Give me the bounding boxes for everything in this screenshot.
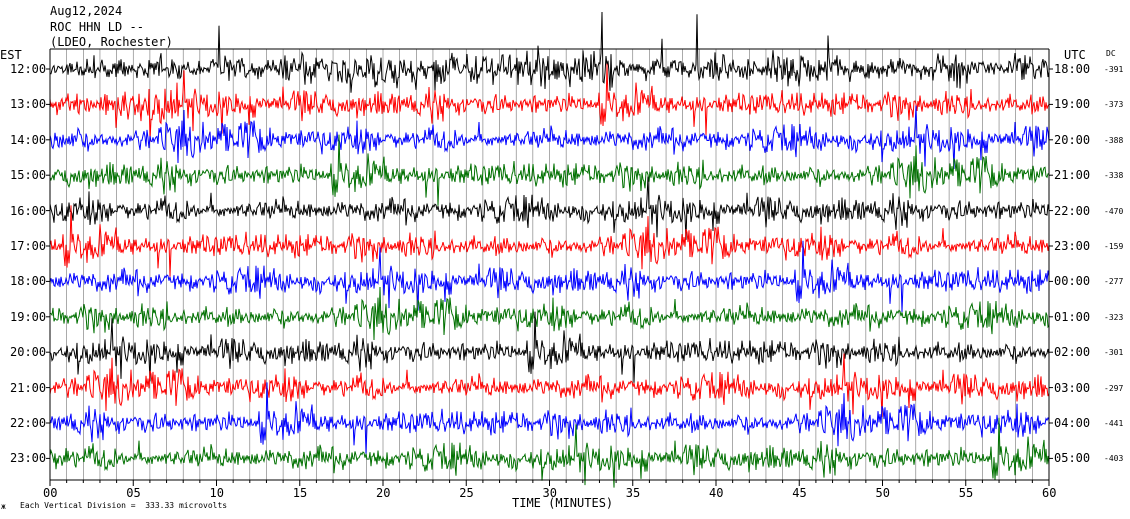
utc-hour-label: 22:00 <box>1054 203 1091 218</box>
utc-hour-label: 00:00 <box>1054 274 1091 289</box>
plot-frame <box>46 48 1053 486</box>
est-hour-label: 18:00 <box>10 274 47 289</box>
utc-hour-label: 18:00 <box>1054 62 1091 76</box>
seismic-trace-2100 <box>49 353 1050 417</box>
dc-offset-label: -159 <box>1104 242 1124 251</box>
dc-offset-label: -388 <box>1104 135 1124 145</box>
x-tick-label: 55 <box>958 486 974 500</box>
dc-offset-label: -338 <box>1104 171 1124 181</box>
x-tick-label: 30 <box>542 486 557 500</box>
seismic-trace-1900 <box>49 286 1050 341</box>
x-tick-label: 40 <box>709 486 724 500</box>
dc-column-title: DC <box>1106 49 1116 58</box>
seismic-trace-1800 <box>49 240 1050 313</box>
seismic-trace-2300 <box>49 417 1050 488</box>
date-label: Aug12,2024 <box>50 4 123 18</box>
utc-hour-label: 20:00 <box>1054 132 1091 147</box>
dc-offset-label: -301 <box>1104 348 1124 358</box>
x-tick-label: 10 <box>209 486 224 500</box>
x-tick-label: 20 <box>376 486 391 500</box>
mini-logo-icon: ж <box>1 502 6 511</box>
est-axis-title: EST <box>0 48 22 62</box>
dc-offset-label: -391 <box>1104 65 1124 74</box>
est-hour-label: 20:00 <box>10 345 47 360</box>
x-tick-label: 25 <box>459 486 474 500</box>
network-label: (LDEO, Rochester) <box>50 35 173 49</box>
seismic-trace-2000 <box>49 311 1050 383</box>
est-hour-label: 15:00 <box>10 168 47 183</box>
utc-hour-label: 05:00 <box>1054 451 1091 466</box>
est-hour-label: 21:00 <box>10 380 47 395</box>
x-tick-label: 05 <box>126 486 141 500</box>
scale-note: Each Vertical Division = 333.33 microvol… <box>20 501 228 510</box>
est-hour-label: 22:00 <box>10 416 47 430</box>
x-tick-label: 45 <box>792 486 807 500</box>
dc-offset-label: -373 <box>1104 100 1124 110</box>
x-tick-label: 00 <box>43 486 58 500</box>
utc-hour-label: 23:00 <box>1054 239 1091 253</box>
seismic-trace-1400 <box>49 105 1050 170</box>
est-hour-label: 16:00 <box>10 203 47 218</box>
est-hour-label: 23:00 <box>10 451 47 466</box>
utc-hour-label: 02:00 <box>1054 345 1091 360</box>
est-hour-label: 12:00 <box>10 62 47 76</box>
seismic-trace-1600 <box>49 176 1050 240</box>
x-tick-label: 35 <box>625 486 641 500</box>
dc-offset-label: -403 <box>1104 454 1124 464</box>
x-tick-label: 15 <box>292 486 308 500</box>
trace-layer <box>49 11 1050 488</box>
est-hour-label: 17:00 <box>10 239 47 253</box>
utc-hour-label: 01:00 <box>1054 309 1091 324</box>
station-label: ROC HHN LD -- <box>50 20 144 34</box>
seismic-trace-2200 <box>49 382 1050 454</box>
dc-offset-label: -323 <box>1104 312 1124 322</box>
utc-hour-label: 04:00 <box>1054 416 1091 430</box>
utc-hour-label: 21:00 <box>1054 168 1091 183</box>
x-axis-title: TIME (MINUTES) <box>512 496 614 510</box>
utc-hour-label: 19:00 <box>1054 97 1091 112</box>
seismic-trace-1500 <box>49 134 1050 206</box>
dc-offset-label: -441 <box>1104 419 1124 428</box>
dc-offset-label: -277 <box>1104 277 1124 287</box>
est-hour-label: 14:00 <box>10 132 47 147</box>
dc-offset-label: -297 <box>1104 383 1124 393</box>
utc-axis-title: UTC <box>1064 48 1086 62</box>
est-hour-label: 13:00 <box>10 97 47 112</box>
est-hour-label: 19:00 <box>10 309 47 324</box>
dc-offset-label: -470 <box>1104 206 1124 216</box>
x-tick-label: 60 <box>1042 486 1057 500</box>
utc-hour-label: 03:00 <box>1054 380 1091 395</box>
x-tick-label: 50 <box>875 486 890 500</box>
seismic-trace-1700 <box>49 205 1050 277</box>
plot-grid <box>66 49 1033 480</box>
seismic-trace-1300 <box>49 63 1050 142</box>
seismic-trace-1200 <box>50 11 1050 93</box>
